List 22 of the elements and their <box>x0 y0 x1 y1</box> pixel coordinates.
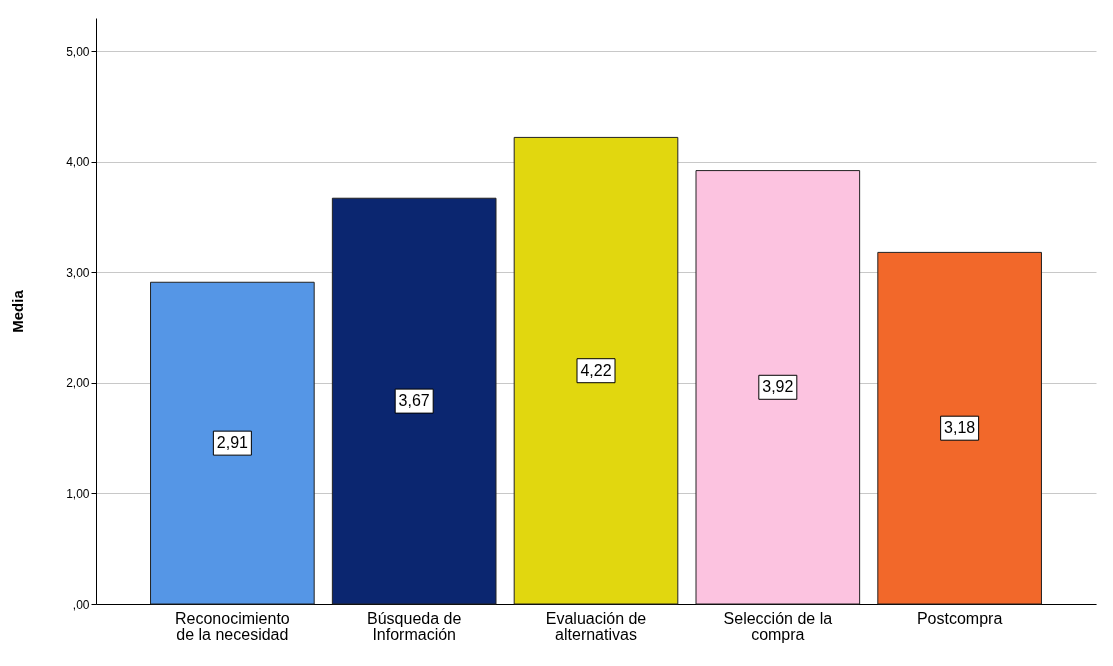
data-label: 3,92 <box>762 378 794 396</box>
x-tick-label: Reconocimiento de la necesidad <box>175 609 290 643</box>
bar <box>695 170 861 605</box>
bar <box>877 251 1042 605</box>
data-label: 3,67 <box>398 392 430 410</box>
y-tick-label: 1,00 <box>66 486 90 501</box>
x-tick-label: Búsqueda de Información <box>367 609 462 643</box>
data-label: 4,22 <box>580 361 612 379</box>
y-tick-label: ,00 <box>72 597 90 612</box>
y-tick-label: 4,00 <box>66 155 90 170</box>
bar <box>513 136 679 605</box>
y-tick-label: 3,00 <box>66 265 90 280</box>
y-tick-label: 5,00 <box>66 44 90 59</box>
data-label: 3,18 <box>944 419 976 437</box>
bar <box>150 281 315 605</box>
x-tick-label: Evaluación de alternativas <box>545 609 647 643</box>
x-tick-label: Selección de la compra <box>723 609 833 643</box>
y-axis-title: Media <box>9 289 27 333</box>
x-tick-label: Postcompra <box>916 609 1003 627</box>
y-tick-label: 2,00 <box>66 376 90 391</box>
bar <box>331 197 497 605</box>
data-label: 2,91 <box>216 434 249 452</box>
